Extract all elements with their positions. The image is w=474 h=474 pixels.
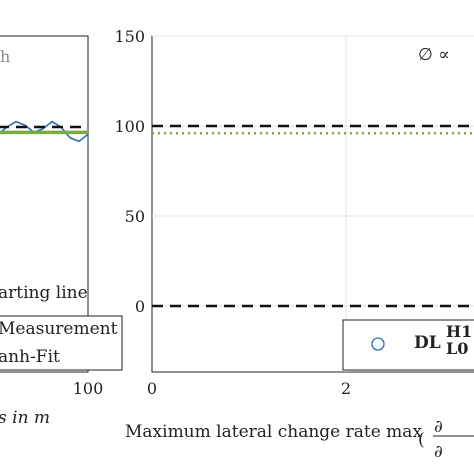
- right-x-tick-label: 2: [341, 379, 351, 398]
- left-annotation: arting line: [0, 283, 88, 303]
- right-x-axis-label: Maximum lateral change rate max: [125, 422, 422, 442]
- svg-text:∂: ∂: [434, 442, 443, 462]
- left-panel: h arting line Measurement anh-Fit 100 s …: [0, 35, 123, 428]
- right-legend-label-main: DL: [414, 333, 441, 353]
- right-legend-box: [342, 319, 474, 371]
- right-y-tick-label: 150: [114, 27, 145, 46]
- left-x-tick-100: 100: [73, 379, 104, 398]
- left-legend: Measurement anh-Fit: [0, 315, 123, 371]
- right-corner-text: ∅ ∝: [418, 45, 450, 65]
- right-x-tick-label: 0: [147, 379, 157, 398]
- left-series-group: [0, 120, 89, 143]
- right-legend-marker: [371, 337, 385, 351]
- right-legend-label-sub: L0: [446, 339, 468, 358]
- right-plot-frame: [151, 35, 474, 373]
- right-legend: DL H1 L0: [342, 319, 474, 371]
- svg-text:(: (: [418, 430, 425, 450]
- right-x-ticks: 0246: [147, 379, 351, 398]
- right-y-ticks: 0 50 100 150: [114, 27, 145, 316]
- right-legend-label-sup: H1: [446, 322, 472, 341]
- left-series-line-1: [0, 120, 89, 143]
- right-reference-lines: [152, 124, 474, 308]
- right-x-axis-fraction-glyph: ( ∂ ∂: [418, 417, 474, 462]
- right-y-tick-label: 100: [114, 117, 145, 136]
- right-y-tick-label: 50: [125, 207, 145, 226]
- left-legend-label-2: anh-Fit: [0, 347, 60, 367]
- left-legend-box: [0, 315, 123, 371]
- right-y-tick-label: 0: [135, 297, 145, 316]
- left-corner-text: h: [0, 47, 10, 66]
- left-x-axis-label: s in m: [0, 408, 50, 428]
- left-legend-label-1: Measurement: [0, 319, 118, 339]
- svg-text:∂: ∂: [434, 417, 443, 437]
